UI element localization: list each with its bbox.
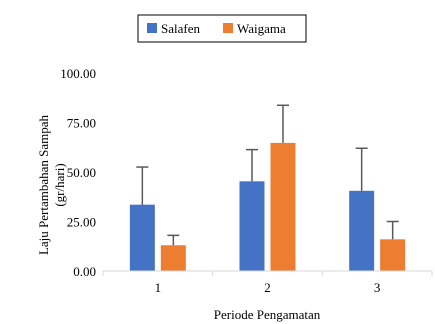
x-tick-label: 1: [155, 280, 162, 295]
x-tick-label: 3: [374, 280, 381, 295]
legend-label-waigama: Waigama: [237, 21, 286, 36]
x-tick-label: 2: [264, 280, 271, 295]
bar-salafen-3: [349, 190, 375, 271]
y-tick-label: 25.00: [67, 215, 96, 230]
x-axis-ticks: 1 2 3: [102, 271, 433, 295]
legend-swatch-waigama: [223, 23, 233, 33]
y-tick-label: 75.00: [67, 116, 96, 131]
legend-label-salafen: Salafen: [161, 21, 200, 36]
y-axis-title-line1: Laju Pertambahan Sampah: [36, 114, 51, 255]
bar-salafen-1: [129, 204, 155, 271]
y-tick-label: 50.00: [67, 165, 96, 180]
y-axis-title: Laju Pertambahan Sampah (gr/hari): [36, 114, 67, 255]
bar-waigama-1: [160, 245, 186, 271]
y-axis-title-line2: (gr/hari): [52, 163, 67, 206]
bar-salafen-2: [239, 181, 265, 271]
legend-box: [137, 14, 307, 43]
y-tick-label: 0.00: [73, 264, 96, 279]
bars: [129, 142, 406, 271]
bar-waigama-2: [270, 142, 296, 271]
legend: Salafen Waigama: [137, 14, 307, 43]
bar-waigama-3: [380, 239, 406, 271]
y-tick-label: 100.00: [60, 66, 96, 81]
error-bars: [136, 104, 399, 246]
legend-swatch-salafen: [147, 23, 157, 33]
x-axis-title: Periode Pengamatan: [214, 307, 321, 322]
y-axis-ticks: 0.00 25.00 50.00 75.00 100.00: [60, 66, 96, 279]
